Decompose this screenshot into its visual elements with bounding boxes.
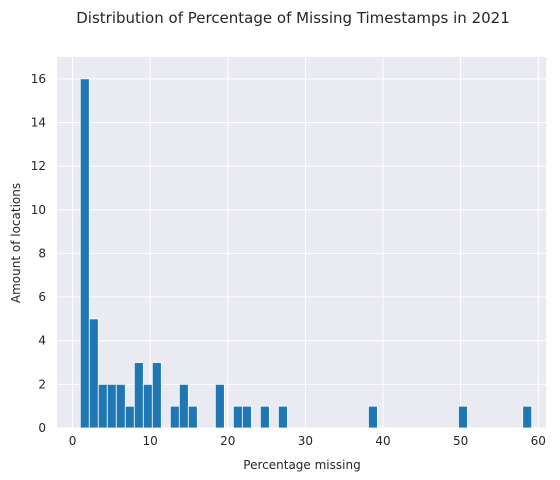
histogram-bar	[151, 362, 162, 429]
y-axis-label: Amount of locations	[9, 183, 23, 303]
histogram-bar	[232, 405, 243, 429]
histogram-bar	[214, 383, 225, 429]
histogram-bar	[259, 405, 270, 429]
y-tick-label: 6	[38, 290, 46, 304]
x-tick-label: 60	[531, 434, 546, 448]
x-tick-labels: 0 10 20 30 40 50 60	[69, 434, 546, 448]
histogram-bar	[88, 318, 99, 429]
histogram-bar	[124, 405, 135, 429]
plot-area	[57, 57, 546, 428]
chart-title: Distribution of Percentage of Missing Ti…	[76, 9, 510, 27]
y-tick-label: 12	[31, 159, 46, 173]
histogram-bar	[368, 405, 378, 429]
histogram-bar	[106, 383, 117, 429]
x-tick-label: 50	[453, 434, 468, 448]
histogram-bar	[241, 405, 252, 429]
histogram-bar	[187, 405, 198, 429]
x-tick-label: 0	[69, 434, 77, 448]
x-tick-label: 10	[143, 434, 158, 448]
histogram-bar	[277, 405, 288, 429]
histogram-bar	[97, 383, 108, 429]
y-tick-labels: 0 2 4 6 8 10 12 14 16	[31, 72, 46, 435]
y-tick-label: 0	[38, 421, 46, 435]
y-tick-label: 2	[38, 377, 46, 391]
bars	[79, 78, 533, 429]
histogram-bar	[169, 405, 180, 429]
histogram-bar	[178, 383, 189, 429]
histogram-bar	[115, 383, 126, 429]
y-tick-label: 14	[31, 115, 46, 129]
x-tick-label: 30	[298, 434, 313, 448]
gridlines	[57, 57, 546, 429]
histogram-bar	[458, 405, 468, 429]
x-axis-label: Percentage missing	[243, 458, 360, 472]
y-tick-label: 8	[38, 246, 46, 260]
histogram-bar	[522, 405, 533, 429]
y-tick-label: 4	[38, 334, 46, 348]
x-tick-label: 20	[220, 434, 235, 448]
histogram-bar	[79, 78, 90, 429]
histogram-bar	[142, 383, 153, 429]
x-tick-label: 40	[375, 434, 390, 448]
histogram-bar	[133, 362, 144, 429]
y-tick-label: 16	[31, 72, 46, 86]
y-tick-label: 10	[31, 203, 46, 217]
